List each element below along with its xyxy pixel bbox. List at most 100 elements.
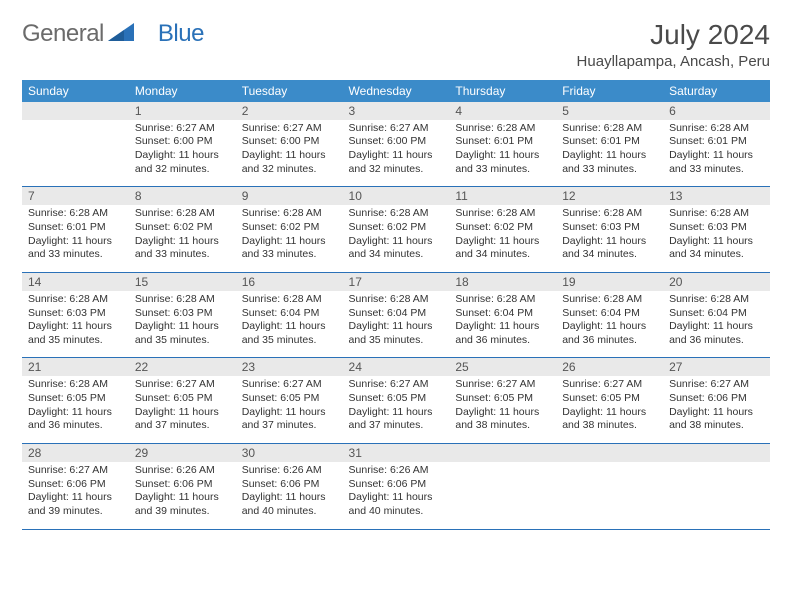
day-cell-number: 2 [236, 102, 343, 120]
day-text: Sunrise: 6:28 AMSunset: 6:02 PMDaylight:… [236, 205, 343, 272]
day-number: 23 [236, 358, 343, 376]
day-text-line: Sunset: 6:00 PM [242, 135, 337, 149]
day-cell-number: 21 [22, 358, 129, 377]
day-text-line: Daylight: 11 hours [562, 235, 657, 249]
day-text: Sunrise: 6:28 AMSunset: 6:03 PMDaylight:… [663, 205, 770, 272]
day-text-line: and 35 minutes. [28, 334, 123, 348]
day-text-line: and 37 minutes. [349, 419, 444, 433]
day-text-line: Daylight: 11 hours [455, 149, 550, 163]
day-text-line: Daylight: 11 hours [349, 320, 444, 334]
day-cell-text: Sunrise: 6:28 AMSunset: 6:04 PMDaylight:… [556, 291, 663, 358]
day-cell-number: 16 [236, 272, 343, 291]
day-text [663, 462, 770, 520]
day-text-line: and 34 minutes. [455, 248, 550, 262]
day-text-line: Sunrise: 6:28 AM [669, 207, 764, 221]
day-text-line: Sunset: 6:05 PM [455, 392, 550, 406]
day-text: Sunrise: 6:28 AMSunset: 6:04 PMDaylight:… [663, 291, 770, 358]
day-number: 5 [556, 102, 663, 120]
day-text: Sunrise: 6:26 AMSunset: 6:06 PMDaylight:… [236, 462, 343, 529]
daytext-row: Sunrise: 6:28 AMSunset: 6:03 PMDaylight:… [22, 291, 770, 358]
day-number: 15 [129, 273, 236, 291]
day-text-line: Daylight: 11 hours [242, 491, 337, 505]
day-text: Sunrise: 6:27 AMSunset: 6:05 PMDaylight:… [556, 376, 663, 443]
day-text-line: Daylight: 11 hours [242, 406, 337, 420]
daytext-row: Sunrise: 6:27 AMSunset: 6:06 PMDaylight:… [22, 462, 770, 529]
daytext-row: Sunrise: 6:28 AMSunset: 6:05 PMDaylight:… [22, 376, 770, 443]
day-text-line: Sunrise: 6:28 AM [242, 293, 337, 307]
day-text: Sunrise: 6:28 AMSunset: 6:04 PMDaylight:… [343, 291, 450, 358]
day-number: 29 [129, 444, 236, 462]
day-text: Sunrise: 6:28 AMSunset: 6:03 PMDaylight:… [556, 205, 663, 272]
day-text: Sunrise: 6:27 AMSunset: 6:05 PMDaylight:… [449, 376, 556, 443]
day-text-line: and 36 minutes. [28, 419, 123, 433]
day-text-line: Sunset: 6:06 PM [669, 392, 764, 406]
day-cell-number: 26 [556, 358, 663, 377]
day-cell-number: 15 [129, 272, 236, 291]
day-text: Sunrise: 6:28 AMSunset: 6:04 PMDaylight:… [449, 291, 556, 358]
day-text-line: Sunrise: 6:28 AM [455, 122, 550, 136]
day-number: 21 [22, 358, 129, 376]
day-text-line: Sunset: 6:04 PM [242, 307, 337, 321]
day-text-line: Sunset: 6:04 PM [562, 307, 657, 321]
day-cell-number: 13 [663, 187, 770, 206]
day-cell-text: Sunrise: 6:28 AMSunset: 6:02 PMDaylight:… [236, 205, 343, 272]
day-text-line: Sunset: 6:04 PM [349, 307, 444, 321]
day-text-line: Daylight: 11 hours [669, 235, 764, 249]
day-number: 10 [343, 187, 450, 205]
day-text-line: Sunset: 6:03 PM [135, 307, 230, 321]
day-number: 9 [236, 187, 343, 205]
day-cell-text: Sunrise: 6:28 AMSunset: 6:04 PMDaylight:… [343, 291, 450, 358]
day-text-line: and 36 minutes. [669, 334, 764, 348]
day-number [22, 102, 129, 120]
day-cell-number: 1 [129, 102, 236, 120]
day-cell-text: Sunrise: 6:27 AMSunset: 6:05 PMDaylight:… [236, 376, 343, 443]
day-number: 19 [556, 273, 663, 291]
day-cell-number: 5 [556, 102, 663, 120]
day-cell-text: Sunrise: 6:27 AMSunset: 6:00 PMDaylight:… [236, 120, 343, 187]
day-text: Sunrise: 6:27 AMSunset: 6:05 PMDaylight:… [236, 376, 343, 443]
day-cell-number [22, 102, 129, 120]
day-cell-number: 12 [556, 187, 663, 206]
day-text-line: Sunrise: 6:28 AM [562, 293, 657, 307]
day-text: Sunrise: 6:28 AMSunset: 6:02 PMDaylight:… [129, 205, 236, 272]
day-cell-number: 20 [663, 272, 770, 291]
day-text-line: Daylight: 11 hours [562, 320, 657, 334]
location-label: Huayllapampa, Ancash, Peru [577, 53, 770, 70]
day-cell-number: 10 [343, 187, 450, 206]
day-cell-number: 24 [343, 358, 450, 377]
day-number [556, 444, 663, 462]
daytext-row: Sunrise: 6:28 AMSunset: 6:01 PMDaylight:… [22, 205, 770, 272]
weekday-header: Tuesday [236, 80, 343, 102]
day-text-line: and 39 minutes. [135, 505, 230, 519]
day-text-line: Sunset: 6:03 PM [562, 221, 657, 235]
day-text-line: Sunset: 6:05 PM [242, 392, 337, 406]
day-number: 22 [129, 358, 236, 376]
weekday-header: Friday [556, 80, 663, 102]
day-cell-number: 19 [556, 272, 663, 291]
day-cell-text: Sunrise: 6:28 AMSunset: 6:03 PMDaylight:… [22, 291, 129, 358]
weekday-header: Thursday [449, 80, 556, 102]
title-block: July 2024 Huayllapampa, Ancash, Peru [577, 20, 770, 70]
day-text-line: Sunset: 6:06 PM [349, 478, 444, 492]
day-text-line: Daylight: 11 hours [28, 406, 123, 420]
day-cell-text: Sunrise: 6:28 AMSunset: 6:03 PMDaylight:… [556, 205, 663, 272]
day-text-line: and 40 minutes. [349, 505, 444, 519]
day-text-line: Sunrise: 6:27 AM [669, 378, 764, 392]
day-cell-number: 17 [343, 272, 450, 291]
day-cell-text [22, 120, 129, 187]
day-number: 2 [236, 102, 343, 120]
logo: General Blue [22, 20, 204, 48]
day-text-line: and 33 minutes. [669, 163, 764, 177]
day-number [449, 444, 556, 462]
day-text-line: and 35 minutes. [242, 334, 337, 348]
day-text-line: Sunrise: 6:28 AM [669, 293, 764, 307]
day-cell-number: 27 [663, 358, 770, 377]
day-cell-number: 14 [22, 272, 129, 291]
day-number: 12 [556, 187, 663, 205]
day-text-line: Sunset: 6:03 PM [28, 307, 123, 321]
day-text-line: Sunrise: 6:27 AM [242, 122, 337, 136]
day-text-line: Daylight: 11 hours [455, 406, 550, 420]
day-text-line: Sunrise: 6:28 AM [135, 293, 230, 307]
day-text-line: Sunrise: 6:26 AM [135, 464, 230, 478]
day-text-line: Daylight: 11 hours [455, 320, 550, 334]
